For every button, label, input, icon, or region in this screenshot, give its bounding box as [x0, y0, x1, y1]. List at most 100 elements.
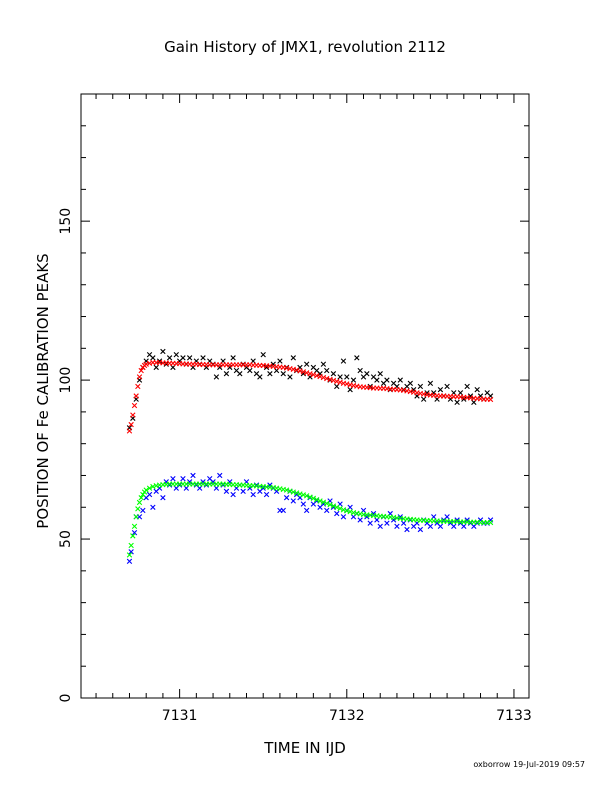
- data-point: [290, 489, 296, 495]
- data-point: [404, 526, 410, 533]
- data-point: [467, 393, 474, 399]
- data-point: [317, 498, 323, 504]
- data-point: [128, 549, 134, 555]
- data-point: [237, 371, 243, 377]
- y-tick-label: 100: [58, 367, 74, 394]
- data-point: [160, 348, 166, 355]
- data-point: [130, 412, 136, 418]
- data-point: [260, 485, 266, 491]
- data-point: [263, 491, 270, 498]
- data-point: [160, 495, 166, 501]
- data-point: [267, 371, 273, 377]
- data-point: [324, 367, 330, 374]
- data-point: [196, 485, 203, 491]
- data-point: [135, 383, 141, 390]
- data-point: [340, 514, 347, 520]
- data-point: [314, 496, 320, 503]
- data-point: [230, 491, 236, 498]
- data-point: [384, 520, 390, 526]
- data-point: [357, 517, 363, 523]
- data-point: [287, 374, 293, 380]
- data-point: [374, 377, 380, 383]
- data-point: [303, 370, 310, 376]
- data-point: [437, 386, 444, 393]
- data-point: [283, 495, 290, 501]
- data-point: [300, 501, 307, 507]
- data-point: [474, 386, 480, 393]
- data-point: [397, 377, 403, 383]
- data-point: [303, 507, 310, 514]
- data-points: [126, 348, 494, 564]
- data-point: [270, 361, 276, 367]
- x-tick-label: 7132: [329, 708, 365, 724]
- data-point: [133, 514, 139, 520]
- data-point: [327, 376, 333, 383]
- data-point: [320, 499, 327, 505]
- data-point: [210, 479, 216, 485]
- data-point: [140, 491, 146, 498]
- plot-frame: [80, 93, 530, 699]
- data-point: [146, 491, 153, 498]
- data-point: [230, 355, 236, 361]
- data-point: [334, 378, 340, 385]
- data-point: [200, 355, 206, 361]
- data-point: [223, 371, 230, 377]
- data-point: [156, 358, 163, 364]
- data-point: [424, 390, 430, 396]
- data-point: [354, 355, 360, 361]
- data-point: [183, 485, 190, 491]
- data-point: [330, 377, 337, 384]
- data-point: [317, 373, 323, 380]
- data-point: [126, 558, 133, 564]
- data-point: [364, 371, 370, 377]
- data-point: [217, 472, 223, 479]
- data-point: [126, 428, 133, 434]
- data-point: [420, 396, 427, 402]
- data-point: [320, 374, 327, 381]
- data-point: [334, 383, 340, 390]
- data-point: [461, 523, 467, 530]
- data-point: [126, 552, 133, 558]
- data-point: [263, 364, 270, 371]
- data-point: [297, 491, 303, 497]
- data-point: [370, 510, 377, 517]
- data-point: [190, 472, 196, 479]
- data-point: [146, 485, 153, 491]
- data-point: [337, 505, 343, 512]
- data-point: [417, 383, 424, 390]
- data-point: [290, 355, 296, 361]
- data-point: [140, 507, 146, 514]
- data-point: [136, 374, 143, 380]
- data-point: [461, 396, 467, 402]
- data-point: [337, 379, 343, 386]
- data-point: [324, 507, 330, 514]
- data-point: [170, 475, 176, 482]
- data-point: [400, 520, 407, 526]
- data-point: [487, 519, 494, 526]
- axis-tick-labels: 0 50 100 150 7131 7132 7133: [58, 208, 532, 724]
- data-point: [153, 364, 159, 371]
- data-point: [287, 488, 293, 494]
- data-point: [427, 523, 434, 530]
- data-point: [280, 371, 286, 377]
- data-point: [444, 383, 450, 390]
- data-point: [310, 495, 317, 502]
- data-point: [303, 493, 310, 499]
- series-markers: [126, 359, 494, 434]
- data-point: [330, 503, 337, 509]
- data-point: [133, 393, 139, 399]
- data-point: [186, 479, 193, 485]
- data-point: [150, 504, 156, 510]
- data-point: [136, 499, 143, 506]
- data-point: [260, 351, 266, 358]
- data-point: [180, 475, 186, 482]
- data-point: [303, 361, 310, 367]
- data-point: [277, 358, 283, 364]
- data-point: [213, 374, 220, 380]
- y-axis-label: POSITION OF Fe CALIBRATION PEAKS: [34, 253, 52, 528]
- y-tick-label: 0: [58, 694, 74, 703]
- data-point: [128, 421, 134, 428]
- data-point: [250, 491, 256, 498]
- data-point: [280, 507, 286, 514]
